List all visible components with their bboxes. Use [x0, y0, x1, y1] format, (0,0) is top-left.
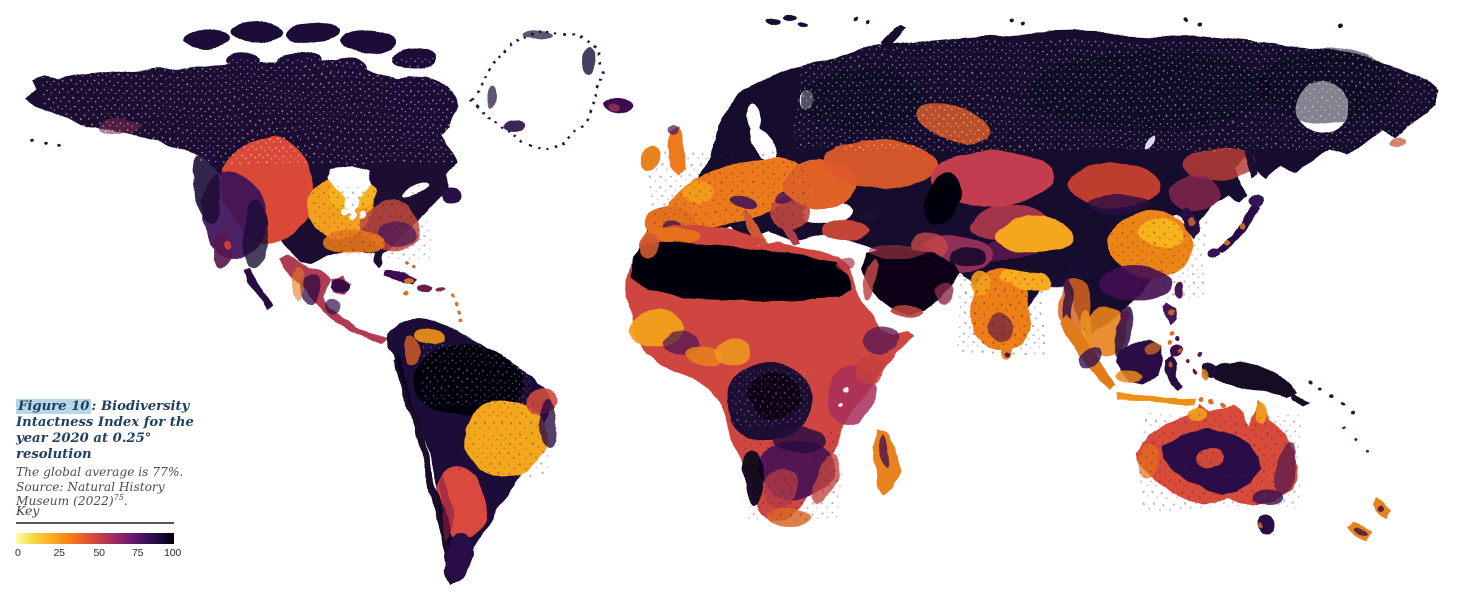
- region-north-america: [28, 22, 462, 344]
- key-title: Key: [16, 503, 40, 518]
- figure-label-separator: :: [91, 399, 101, 414]
- key-tick-labels: 0 25 50 75 100: [15, 547, 181, 560]
- region-australia: [1138, 400, 1300, 537]
- region-british-isles: [641, 129, 688, 172]
- figure-source-text: Source: Natural History Museum (2022): [16, 479, 165, 509]
- figure-source: Source: Natural History Museum (2022)75.: [16, 480, 204, 509]
- region-arabia: [864, 244, 958, 318]
- key-tick-75: 75: [131, 547, 144, 559]
- figure-title-line: Figure 10: Biodiversity Intactness Index…: [16, 399, 204, 463]
- figure-note: The global average is 77%.: [16, 465, 184, 479]
- key-tick-50: 50: [93, 547, 105, 559]
- key-tick-25: 25: [53, 547, 65, 559]
- key-rule: [16, 522, 174, 524]
- region-new-zealand: [1348, 498, 1390, 542]
- region-arctic-islands: [768, 14, 1345, 52]
- region-eurasia: [642, 32, 1440, 355]
- key-gradient-bar: [16, 533, 174, 544]
- region-greenland: [468, 30, 634, 152]
- figure-label: Figure 10: [16, 399, 92, 414]
- key-tick-0: 0: [15, 547, 21, 559]
- region-sri-lanka: [1001, 344, 1011, 360]
- map-key: Key 0 25 50 75 100: [15, 503, 181, 560]
- region-caribbean: [380, 260, 463, 322]
- region-indonesia-philippines: [1060, 302, 1225, 409]
- region-africa: [626, 224, 912, 524]
- figure-title: Biodiversity Intactness Index for the ye…: [16, 399, 194, 462]
- figure-source-ref: 75: [113, 493, 124, 503]
- region-new-guinea: [1204, 360, 1370, 454]
- region-korea-japan: [1117, 150, 1266, 320]
- figure-caption: Figure 10: Biodiversity Intactness Index…: [16, 399, 204, 509]
- figure-source-end: .: [123, 494, 128, 509]
- region-iceland: [602, 98, 634, 114]
- key-tick-100: 100: [164, 547, 181, 559]
- region-south-america: [388, 320, 558, 584]
